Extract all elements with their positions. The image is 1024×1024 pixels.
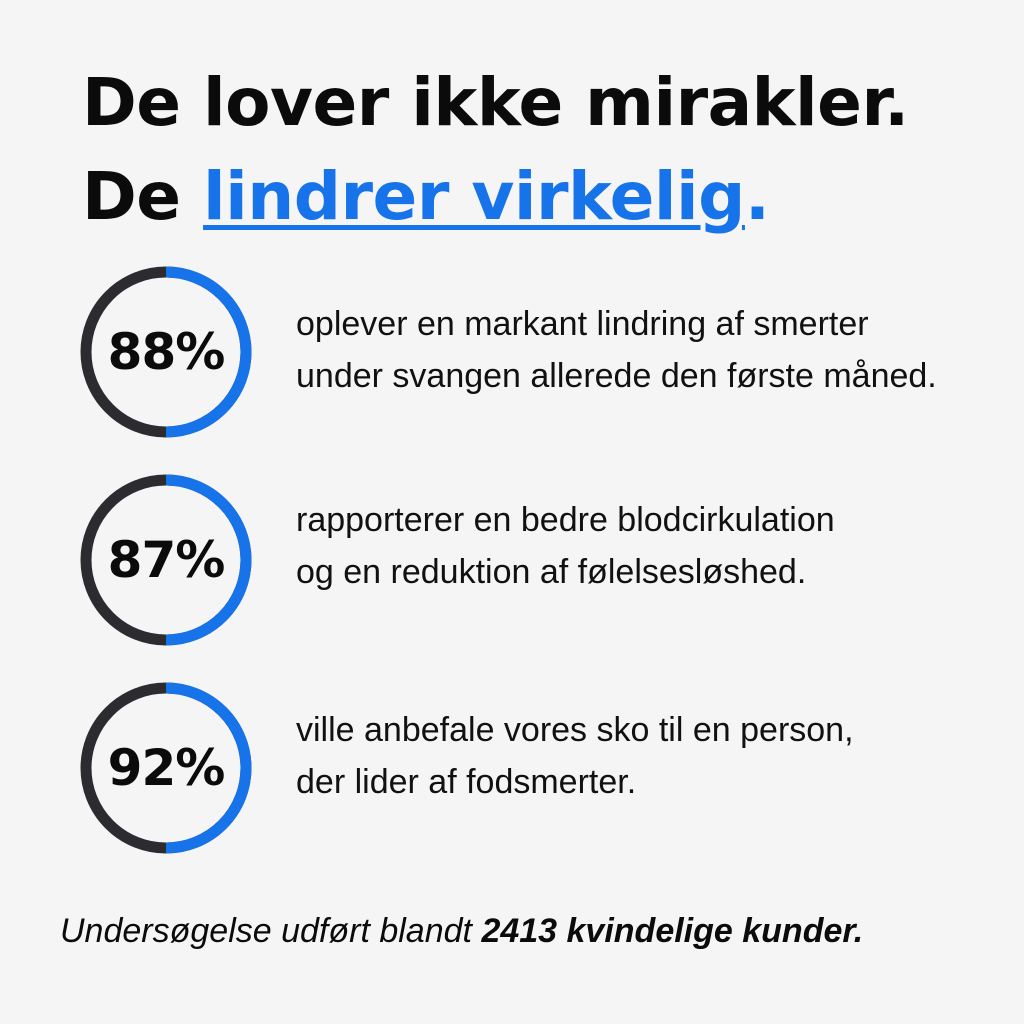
headline: De lover ikke mirakler. De lindrer virke… bbox=[82, 56, 909, 244]
headline-accent: lindrer virkelig bbox=[203, 158, 745, 235]
stat-description-2-line-2: og en reduktion af følelsesløshed. bbox=[296, 553, 807, 591]
stat-description-2-line-1: rapporterer en bedre blodcirkulation bbox=[296, 501, 835, 539]
progress-ring-3-graphic bbox=[80, 682, 252, 854]
stat-description-3-line-2: der lider af fodsmerter. bbox=[296, 763, 637, 801]
headline-accent-period: . bbox=[744, 158, 770, 235]
stat-item-1: 88% oplever en markant lindring af smert… bbox=[78, 264, 1008, 444]
ring-progress-arc bbox=[165, 474, 252, 646]
footnote: Undersøgelse udført blandt 2413 kvindeli… bbox=[60, 912, 863, 951]
stat-description-1: oplever en markant lindring af smerter u… bbox=[296, 298, 937, 402]
stat-value-2: 87% bbox=[107, 531, 226, 589]
progress-ring-2: 87% bbox=[78, 472, 254, 648]
progress-ring-1: 88% bbox=[78, 264, 254, 440]
stat-item-2: 87% rapporterer en bedre blodcirkulation… bbox=[78, 472, 1008, 652]
progress-ring-2-graphic bbox=[80, 474, 252, 646]
progress-ring-1-graphic bbox=[80, 266, 252, 438]
ring-progress-arc bbox=[165, 682, 252, 854]
footnote-prefix: Undersøgelse udført blandt bbox=[60, 912, 482, 950]
ring-progress-arc bbox=[165, 266, 252, 438]
stat-description-3: ville anbefale vores sko til en person, … bbox=[296, 704, 854, 808]
stat-value-1: 88% bbox=[107, 323, 226, 381]
stat-description-3-line-1: ville anbefale vores sko til en person, bbox=[296, 711, 854, 749]
footnote-emphasis: 2413 kvindelige kunder. bbox=[481, 912, 864, 950]
headline-line-1: De lover ikke mirakler. bbox=[82, 64, 909, 141]
stat-description-1-line-2: under svangen allerede den første måned. bbox=[296, 357, 937, 395]
headline-line-2: De lindrer virkelig. bbox=[82, 150, 909, 244]
stat-item-3: 92% ville anbefale vores sko til en pers… bbox=[78, 680, 1008, 860]
headline-line-2-prefix: De bbox=[82, 158, 204, 235]
stat-value-3: 92% bbox=[107, 739, 226, 797]
progress-ring-3: 92% bbox=[78, 680, 254, 856]
stat-description-2: rapporterer en bedre blodcirkulation og … bbox=[296, 494, 835, 598]
stat-description-1-line-1: oplever en markant lindring af smerter bbox=[296, 305, 869, 343]
